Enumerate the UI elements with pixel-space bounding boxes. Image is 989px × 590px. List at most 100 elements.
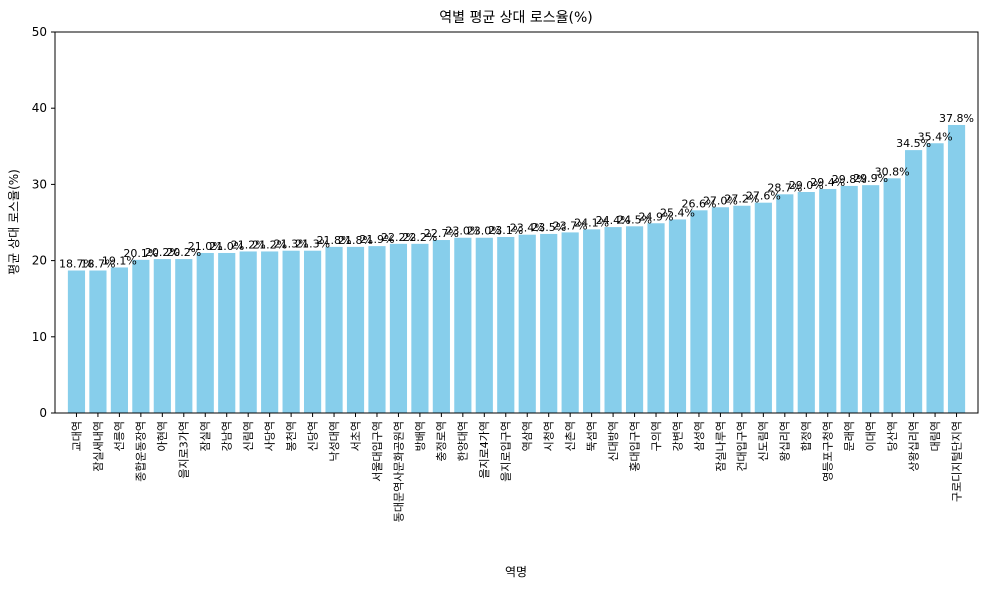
y-tick-label: 40 — [32, 101, 47, 115]
data-label: 37.8% — [939, 112, 974, 125]
bar — [947, 124, 966, 414]
x-tick-label: 뚝섬역 — [585, 421, 598, 451]
chart-title: 역별 평균 상대 로스율(%) — [439, 10, 593, 26]
bar — [475, 237, 493, 413]
x-tick-label: 당산역 — [886, 421, 899, 451]
bar — [67, 270, 86, 413]
data-label: 21.0% — [188, 240, 223, 253]
data-label: 29.0% — [789, 179, 824, 192]
x-tick-label: 종합운동장역 — [135, 421, 148, 482]
x-tick-label: 잠실새내역 — [92, 421, 105, 472]
x-tick-label: 교대역 — [70, 421, 83, 451]
bar — [690, 210, 708, 413]
bar — [153, 259, 171, 413]
x-tick-label: 을지로입구역 — [500, 421, 513, 482]
data-label: 34.5% — [896, 137, 931, 150]
x-tick-label: 서초역 — [349, 421, 362, 451]
data-label: 22.7% — [424, 227, 459, 240]
bar — [540, 233, 558, 413]
x-tick-label: 구의역 — [650, 421, 663, 451]
data-label: 24.1% — [574, 216, 609, 229]
x-tick-label: 신도림역 — [757, 421, 770, 461]
bar — [89, 270, 107, 413]
x-tick-label: 영등포구청역 — [822, 421, 835, 482]
data-label: 28.7% — [767, 181, 802, 194]
data-label: 27.2% — [724, 193, 759, 206]
x-tick-label: 서울대입구역 — [371, 421, 384, 482]
data-label: 18.7% — [80, 258, 115, 271]
y-tick-label: 10 — [32, 330, 47, 344]
bar — [862, 185, 880, 413]
bar — [218, 252, 236, 413]
x-tick-label: 선릉역 — [113, 421, 126, 451]
bar — [840, 185, 858, 413]
data-label: 21.3% — [274, 238, 309, 251]
bar — [303, 250, 322, 413]
data-label: 27.6% — [746, 190, 781, 203]
bar — [905, 150, 923, 414]
data-label: 23.5% — [531, 221, 566, 234]
x-tick-label: 을지로3가역 — [178, 421, 191, 479]
plot-area: 18.7%18.7%19.1%20.1%20.2%20.2%21.0%21.0%… — [32, 25, 979, 522]
bar — [604, 227, 622, 413]
x-tick-label: 시청역 — [543, 421, 556, 451]
x-tick-label: 을지로4가역 — [478, 421, 491, 479]
bar — [561, 232, 579, 413]
x-tick-label: 이대역 — [865, 421, 878, 451]
data-label: 23.1% — [488, 224, 523, 237]
x-tick-label: 낙성대역 — [328, 421, 341, 461]
x-tick-label: 충정로역 — [435, 421, 448, 461]
y-tick-label: 30 — [32, 177, 47, 191]
x-tick-label: 왕십리역 — [779, 421, 792, 461]
data-label: 26.6% — [681, 197, 716, 210]
data-label: 20.1% — [123, 247, 158, 260]
x-tick-label: 문래역 — [843, 421, 856, 451]
data-label: 27.0% — [703, 194, 738, 207]
bar — [175, 259, 193, 413]
data-label: 24.4% — [596, 214, 631, 227]
data-label: 29.4% — [810, 176, 845, 189]
x-tick-label: 상왕십리역 — [907, 421, 920, 472]
bar — [711, 207, 730, 413]
data-label: 21.8% — [338, 234, 373, 247]
bar — [239, 251, 257, 413]
data-label: 29.9% — [853, 172, 888, 185]
bar — [368, 246, 386, 413]
data-label: 35.4% — [918, 130, 953, 143]
x-tick-label: 한양대역 — [457, 421, 470, 461]
x-tick-label: 신당역 — [306, 421, 319, 451]
bar — [733, 205, 751, 413]
bar — [454, 237, 472, 413]
data-label: 18.7% — [59, 258, 94, 271]
x-tick-label: 홍대입구역 — [627, 421, 641, 472]
x-tick-label: 봉천역 — [284, 421, 298, 451]
bar — [926, 143, 944, 413]
x-tick-label: 강변역 — [671, 421, 684, 451]
x-tick-label: 강남역 — [221, 421, 234, 451]
x-tick-label: 잠실나루역 — [714, 421, 727, 472]
bar — [261, 251, 279, 413]
bar — [497, 236, 515, 413]
x-tick-label: 아현역 — [156, 421, 169, 451]
x-tick-label: 삼성역 — [693, 421, 706, 451]
y-axis-label: 평균 상대 로스율(%) — [7, 169, 21, 275]
data-label: 19.1% — [102, 254, 137, 267]
data-label: 21.8% — [317, 234, 352, 247]
data-label: 24.5% — [617, 213, 652, 226]
data-label: 23.7% — [553, 219, 588, 232]
bar — [346, 246, 365, 413]
data-label: 21.3% — [295, 238, 330, 251]
data-label: 21.9% — [360, 233, 395, 246]
x-tick-label: 동대문역사문화공원역 — [392, 421, 405, 522]
data-label: 25.4% — [660, 206, 695, 219]
x-tick-label: 사당역 — [264, 421, 277, 451]
bar — [647, 223, 665, 413]
x-tick-label: 구로디지털단지역 — [950, 421, 963, 502]
x-tick-label: 역삼역 — [521, 421, 534, 451]
x-tick-label: 잠실역 — [199, 421, 212, 451]
bar — [282, 250, 300, 413]
bar — [625, 226, 644, 413]
plot-frame — [54, 31, 979, 414]
bar — [196, 252, 214, 413]
